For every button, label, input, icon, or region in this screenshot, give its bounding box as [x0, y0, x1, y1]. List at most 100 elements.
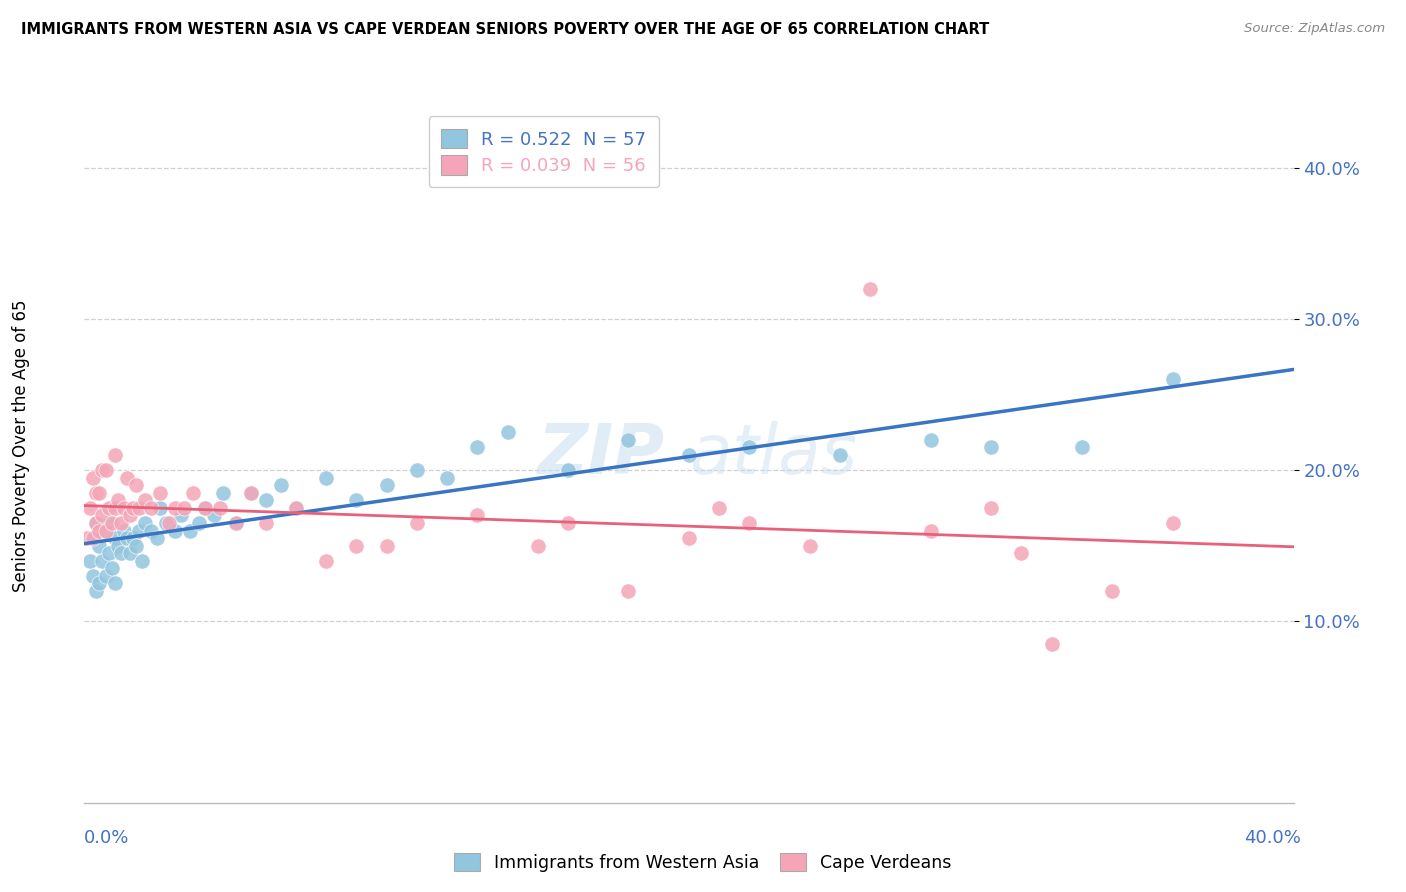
Point: [284, 500, 308, 515]
Point: [467, 441, 489, 455]
Point: [149, 485, 172, 500]
Point: [91, 463, 114, 477]
Point: [496, 425, 519, 440]
Point: [920, 524, 942, 538]
Point: [82, 531, 104, 545]
Point: [859, 281, 882, 295]
Point: [1010, 546, 1032, 560]
Point: [110, 546, 132, 560]
Point: [239, 485, 262, 500]
Point: [375, 478, 398, 492]
Point: [830, 448, 852, 462]
Legend: R = 0.522  N = 57, R = 0.039  N = 56: R = 0.522 N = 57, R = 0.039 N = 56: [429, 116, 659, 187]
Point: [194, 500, 217, 515]
Point: [375, 539, 398, 553]
Point: [104, 448, 127, 462]
Text: 40.0%: 40.0%: [1244, 829, 1301, 847]
Point: [149, 500, 172, 515]
Point: [346, 539, 368, 553]
Point: [194, 500, 217, 515]
Legend: Immigrants from Western Asia, Cape Verdeans: Immigrants from Western Asia, Cape Verde…: [447, 847, 959, 879]
Point: [1101, 584, 1123, 599]
Point: [104, 500, 127, 515]
Point: [134, 493, 156, 508]
Point: [107, 493, 129, 508]
Point: [188, 516, 211, 530]
Point: [89, 485, 111, 500]
Point: [82, 531, 104, 545]
Point: [100, 561, 122, 575]
Point: [526, 539, 548, 553]
Point: [121, 531, 143, 545]
Point: [270, 478, 292, 492]
Point: [617, 584, 640, 599]
Point: [118, 546, 141, 560]
Point: [79, 554, 101, 568]
Point: [557, 516, 579, 530]
Point: [181, 485, 204, 500]
Point: [225, 516, 247, 530]
Point: [179, 524, 201, 538]
Point: [91, 554, 114, 568]
Point: [709, 500, 731, 515]
Point: [1161, 516, 1184, 530]
Point: [121, 500, 143, 515]
Text: 0.0%: 0.0%: [84, 829, 129, 847]
Text: Source: ZipAtlas.com: Source: ZipAtlas.com: [1244, 22, 1385, 36]
Point: [406, 463, 429, 477]
Point: [104, 531, 127, 545]
Point: [139, 500, 162, 515]
Point: [284, 500, 308, 515]
Point: [1071, 441, 1094, 455]
Point: [97, 516, 120, 530]
Point: [225, 516, 247, 530]
Point: [100, 516, 122, 530]
Point: [254, 516, 277, 530]
Point: [112, 524, 135, 538]
Point: [678, 531, 700, 545]
Point: [157, 516, 180, 530]
Point: [86, 516, 108, 530]
Point: [76, 531, 98, 545]
Point: [115, 531, 138, 545]
Text: Seniors Poverty Over the Age of 65: Seniors Poverty Over the Age of 65: [13, 300, 30, 592]
Point: [86, 516, 108, 530]
Point: [678, 448, 700, 462]
Point: [118, 508, 141, 523]
Point: [86, 485, 108, 500]
Point: [173, 500, 195, 515]
Point: [79, 500, 101, 515]
Point: [557, 463, 579, 477]
Point: [163, 500, 186, 515]
Point: [128, 500, 150, 515]
Point: [146, 531, 169, 545]
Point: [125, 539, 148, 553]
Point: [254, 493, 277, 508]
Point: [980, 500, 1002, 515]
Point: [82, 470, 104, 484]
Point: [346, 493, 368, 508]
Point: [209, 500, 232, 515]
Point: [94, 524, 117, 538]
Point: [131, 554, 153, 568]
Point: [617, 433, 640, 447]
Point: [202, 508, 225, 523]
Point: [97, 500, 120, 515]
Text: IMMIGRANTS FROM WESTERN ASIA VS CAPE VERDEAN SENIORS POVERTY OVER THE AGE OF 65 : IMMIGRANTS FROM WESTERN ASIA VS CAPE VER…: [21, 22, 990, 37]
Text: atlas: atlas: [689, 421, 856, 489]
Point: [134, 516, 156, 530]
Point: [1161, 372, 1184, 386]
Point: [467, 508, 489, 523]
Point: [89, 524, 111, 538]
Point: [94, 569, 117, 583]
Point: [94, 524, 117, 538]
Point: [315, 554, 337, 568]
Point: [97, 546, 120, 560]
Point: [89, 576, 111, 591]
Point: [86, 584, 108, 599]
Point: [212, 485, 235, 500]
Point: [799, 539, 821, 553]
Point: [107, 539, 129, 553]
Point: [738, 441, 761, 455]
Point: [155, 516, 177, 530]
